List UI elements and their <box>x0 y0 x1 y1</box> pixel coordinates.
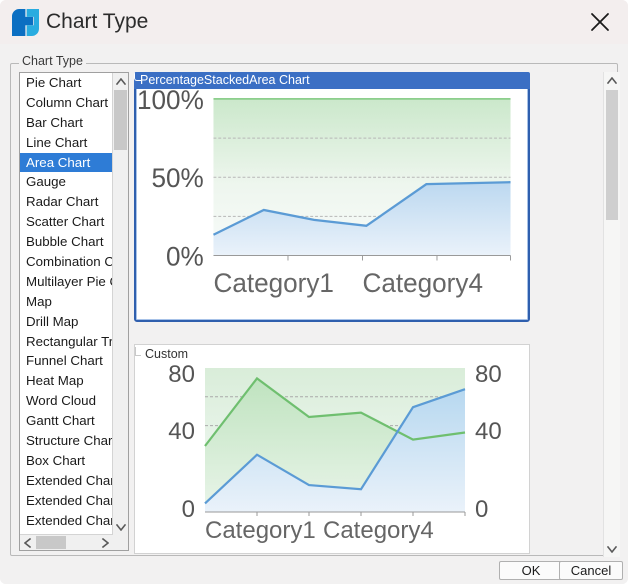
svg-text:80: 80 <box>168 361 195 388</box>
svg-text:Category1: Category1 <box>205 517 316 544</box>
svg-text:50%: 50% <box>152 163 204 193</box>
svg-text:0: 0 <box>182 496 195 523</box>
svg-text:Category4: Category4 <box>362 268 482 298</box>
svg-text:80: 80 <box>475 361 502 388</box>
svg-text:40: 40 <box>475 418 502 445</box>
svg-text:Category4: Category4 <box>323 517 434 544</box>
svg-text:0: 0 <box>475 496 488 523</box>
svg-text:Category1: Category1 <box>213 268 333 298</box>
svg-text:40: 40 <box>168 418 195 445</box>
svg-text:100%: 100% <box>138 89 204 115</box>
svg-text:0%: 0% <box>166 241 204 271</box>
